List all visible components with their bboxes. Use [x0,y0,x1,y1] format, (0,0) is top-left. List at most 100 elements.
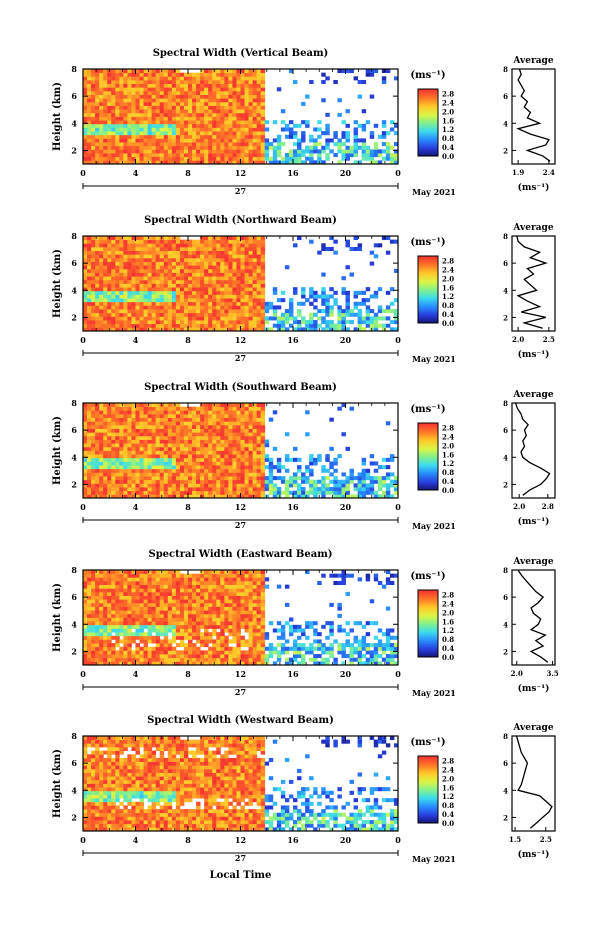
heatmap-cell [91,105,96,110]
heatmap-cell [381,69,387,74]
heatmap-cell [83,272,88,277]
heatmap-cell [107,588,112,593]
heatmap-cell [188,413,193,419]
heatmap-cell [135,298,140,303]
heatmap-cell [240,131,245,136]
profile-x-label: (ms⁻¹) [518,349,550,360]
heatmap-cell [179,246,185,252]
heatmap-cell [115,624,120,629]
profile-y-tick-label: 6 [503,426,508,435]
heatmap-cell [131,290,136,295]
heatmap-cell [381,465,387,470]
heatmap-cell [216,417,221,422]
heatmap-cell [119,123,124,128]
heatmap-cell [123,494,128,499]
heatmap-cell [224,279,229,284]
heatmap-cell [220,461,225,466]
heatmap-cell [200,261,205,266]
heatmap-cell [252,323,258,328]
heatmap-cell [123,327,128,332]
heatmap-cell [115,236,120,241]
heatmap-cell [123,621,128,626]
heatmap-cells [83,236,399,332]
heatmap-cell [212,461,217,466]
heatmap-cell [224,287,229,292]
heatmap-cell [151,279,157,284]
heatmap-cell [163,320,169,325]
heatmap-cell [236,261,241,266]
heatmap-cell [159,257,165,262]
heatmap-cell [301,131,306,136]
heatmap-cell [123,450,128,455]
heatmap-cell [123,410,128,415]
heatmap-cell [313,461,318,466]
heatmap-cell [361,145,367,150]
heatmap-cell [119,98,124,103]
heatmap-cell [123,290,128,295]
heatmap-cell [196,424,201,429]
heatmap-cell [236,257,241,262]
heatmap-cell [111,406,116,411]
colorbar-tick-label: 0.4 [442,477,454,486]
heatmap-cell [264,127,270,132]
heatmap-cell [99,261,104,266]
heatmap-cell [151,494,157,499]
heatmap-cell [373,323,379,328]
heatmap-cell [236,294,241,299]
heatmap-cell [99,635,104,640]
heatmap-cell [337,320,342,325]
heatmap-cell [192,250,197,255]
heatmap-cell [83,120,88,125]
heatmap-cell [204,294,209,299]
heatmap-cell [204,450,209,455]
heatmap-cell [179,127,185,132]
heatmap-cell [179,443,185,448]
heatmap-cell [212,435,217,440]
heatmap-cell [216,98,221,103]
heatmap-cell [373,490,379,495]
heatmap-cell [196,101,201,106]
heatmap-cell [337,490,342,495]
heatmap-cell [196,305,201,310]
heatmap-cell [389,472,395,477]
heatmap-cell [131,490,136,495]
heatmap-cell [196,320,201,325]
heatmap-cell [236,403,241,408]
heatmap-cell [212,90,217,95]
colorbar-swatch [418,152,438,155]
colorbar-swatch [418,145,438,149]
heatmap-cell [107,439,112,444]
heatmap-cell [373,494,379,499]
heatmap-cell [183,432,189,437]
heatmap-cell [224,428,229,433]
heatmap-cell [260,131,266,136]
heatmap-cell [260,298,266,303]
heatmap-cell [143,116,149,121]
heatmap-cell [147,439,153,444]
heatmap-cell [192,421,197,426]
heatmap-cell [103,156,108,161]
heatmap-cell [95,465,100,470]
heatmap-cell [147,316,153,321]
heatmap-cell [357,472,363,477]
colorbar-swatch [418,267,438,270]
heatmap-cell [151,421,157,426]
heatmap-cell [361,487,367,492]
colorbar-swatch [418,461,438,464]
heatmap-cell [183,487,189,492]
heatmap-cell [131,323,136,328]
heatmap-cell [95,116,100,121]
heatmap-cell [309,149,314,154]
heatmap-cell [357,490,363,495]
heatmap-cell [171,428,177,433]
heatmap-cell [252,301,258,306]
heatmap-cell [232,410,237,415]
heatmap-cell [244,410,249,415]
heatmap-cell [244,276,249,281]
heatmap-cell [91,145,96,150]
heatmap-cell [297,160,302,165]
heatmap-cell [200,105,205,110]
colorbar-swatch [418,484,438,488]
heatmap-cell [204,250,209,255]
heatmap-cell [127,617,132,622]
